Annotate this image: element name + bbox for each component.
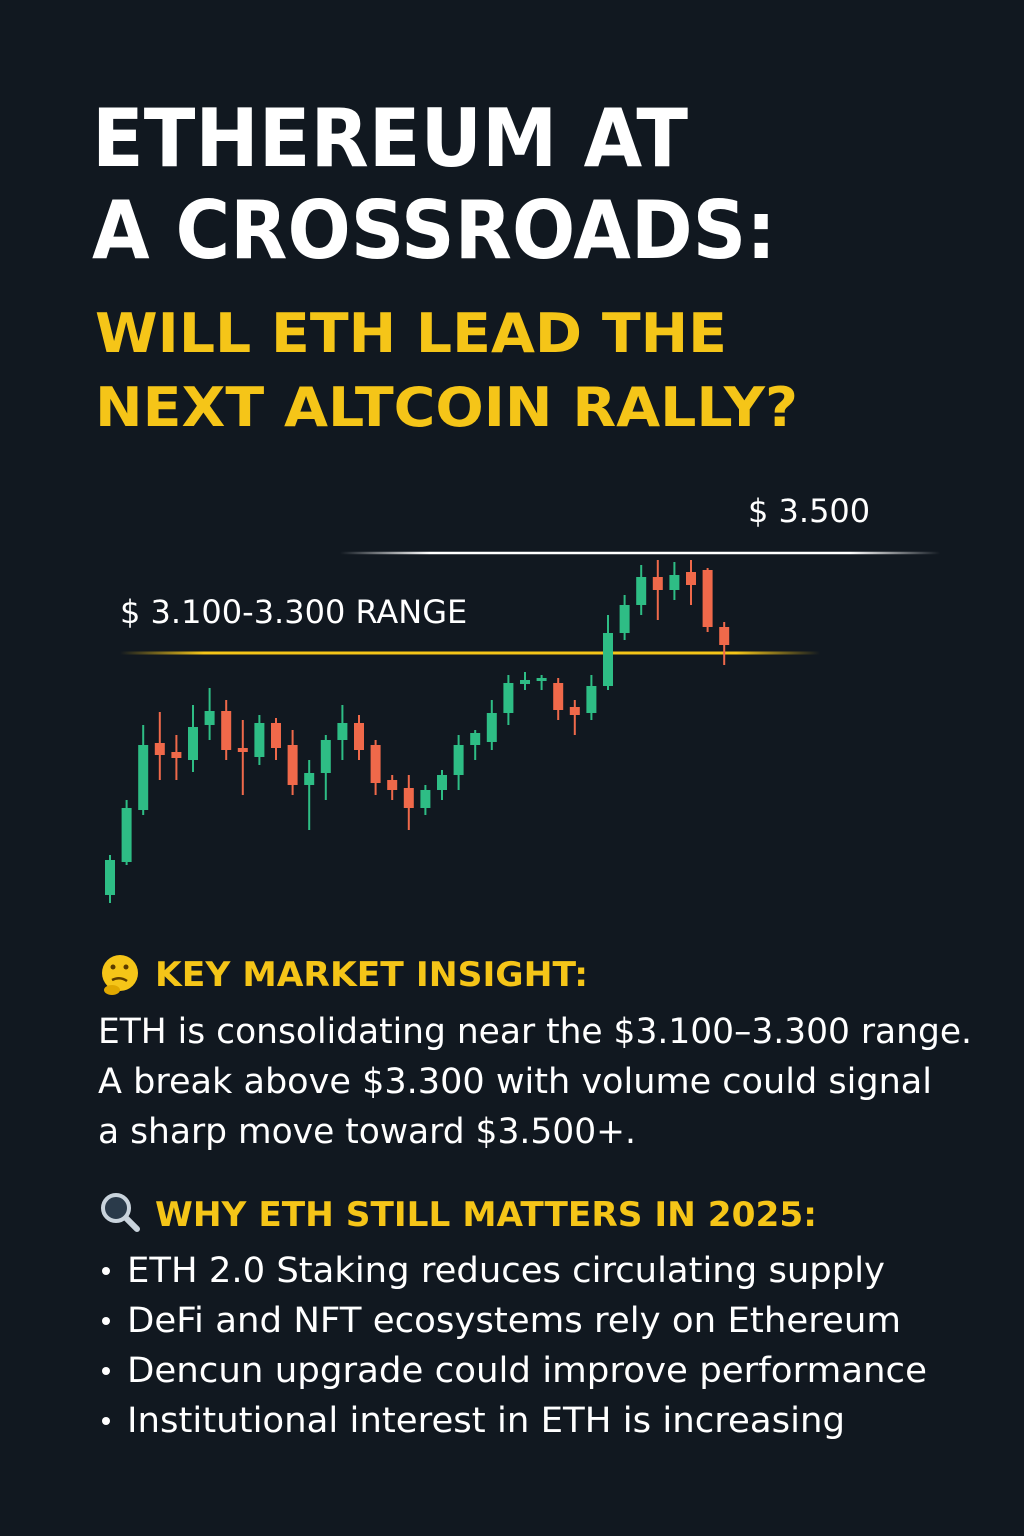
candle-body — [171, 752, 182, 758]
level-label: $ 3.100-3.300 RANGE — [120, 593, 467, 631]
list-item: Dencun upgrade could improve performance — [127, 1351, 927, 1391]
list-item: Institutional interest in ETH is increas… — [127, 1401, 845, 1441]
candle-body — [536, 678, 547, 681]
thinking-icon — [102, 955, 138, 995]
section-heading: KEY MARKET INSIGHT: — [155, 955, 588, 995]
level-line — [120, 651, 820, 655]
paragraph-line: A break above $3.300 with volume could s… — [98, 1062, 932, 1102]
candle-body — [669, 575, 680, 590]
list-item: ETH 2.0 Staking reduces circulating supp… — [127, 1251, 885, 1291]
candle-body — [354, 723, 364, 750]
title-line: A CROSSROADS: — [92, 184, 776, 277]
candle-body — [304, 773, 315, 785]
level-label: $ 3.500 — [748, 492, 870, 530]
candle-body — [569, 707, 580, 715]
candle-body — [387, 780, 398, 790]
subtitle-line: NEXT ALTCOIN RALLY? — [95, 376, 798, 439]
candle-body — [437, 775, 447, 790]
candle-body — [237, 748, 248, 752]
candle-body — [138, 745, 149, 810]
candlestick-chart: $ 3.500 $ 3.100-3.300 RANGE — [105, 492, 940, 903]
bullet — [102, 1317, 110, 1325]
candle-body — [719, 627, 730, 645]
candle-body — [420, 790, 431, 808]
candle-body — [553, 683, 564, 710]
candle-body — [453, 745, 464, 775]
candle-body — [287, 745, 298, 785]
bullet — [102, 1417, 110, 1425]
candle-body — [204, 711, 215, 725]
bullet — [102, 1367, 110, 1375]
candle-body — [337, 723, 348, 740]
candle-body — [221, 711, 232, 750]
candle-body — [619, 605, 630, 633]
subtitle-line: WILL ETH LEAD THE — [95, 302, 727, 365]
list-item: DeFi and NFT ecosystems rely on Ethereum — [127, 1301, 901, 1341]
candle-body — [503, 683, 514, 713]
paragraph-line: ETH is consolidating near the $3.100–3.3… — [98, 1012, 972, 1052]
candle-body — [636, 577, 647, 605]
level-line — [340, 551, 940, 555]
candle-body — [370, 745, 381, 783]
paragraph-line: a sharp move toward $3.500+. — [98, 1112, 636, 1152]
candle-body — [686, 572, 696, 585]
candle-body — [403, 788, 414, 808]
candle-body — [652, 577, 663, 590]
title-line: ETHEREUM AT — [92, 92, 688, 185]
candle-body — [520, 680, 530, 684]
candle-body — [603, 633, 613, 686]
candle-body — [105, 860, 115, 895]
candle-body — [254, 723, 265, 757]
candle-body — [702, 570, 713, 627]
magnifier-icon — [101, 1193, 140, 1232]
candle-body — [486, 713, 497, 742]
candle-body — [586, 686, 597, 713]
candle-body — [121, 808, 132, 862]
bullet — [102, 1267, 110, 1275]
candle-body — [154, 743, 165, 755]
section-heading: WHY ETH STILL MATTERS IN 2025: — [155, 1195, 817, 1235]
candle-body — [470, 733, 481, 745]
candle-body — [188, 727, 198, 760]
candle-body — [320, 740, 331, 773]
candle-body — [271, 723, 281, 748]
